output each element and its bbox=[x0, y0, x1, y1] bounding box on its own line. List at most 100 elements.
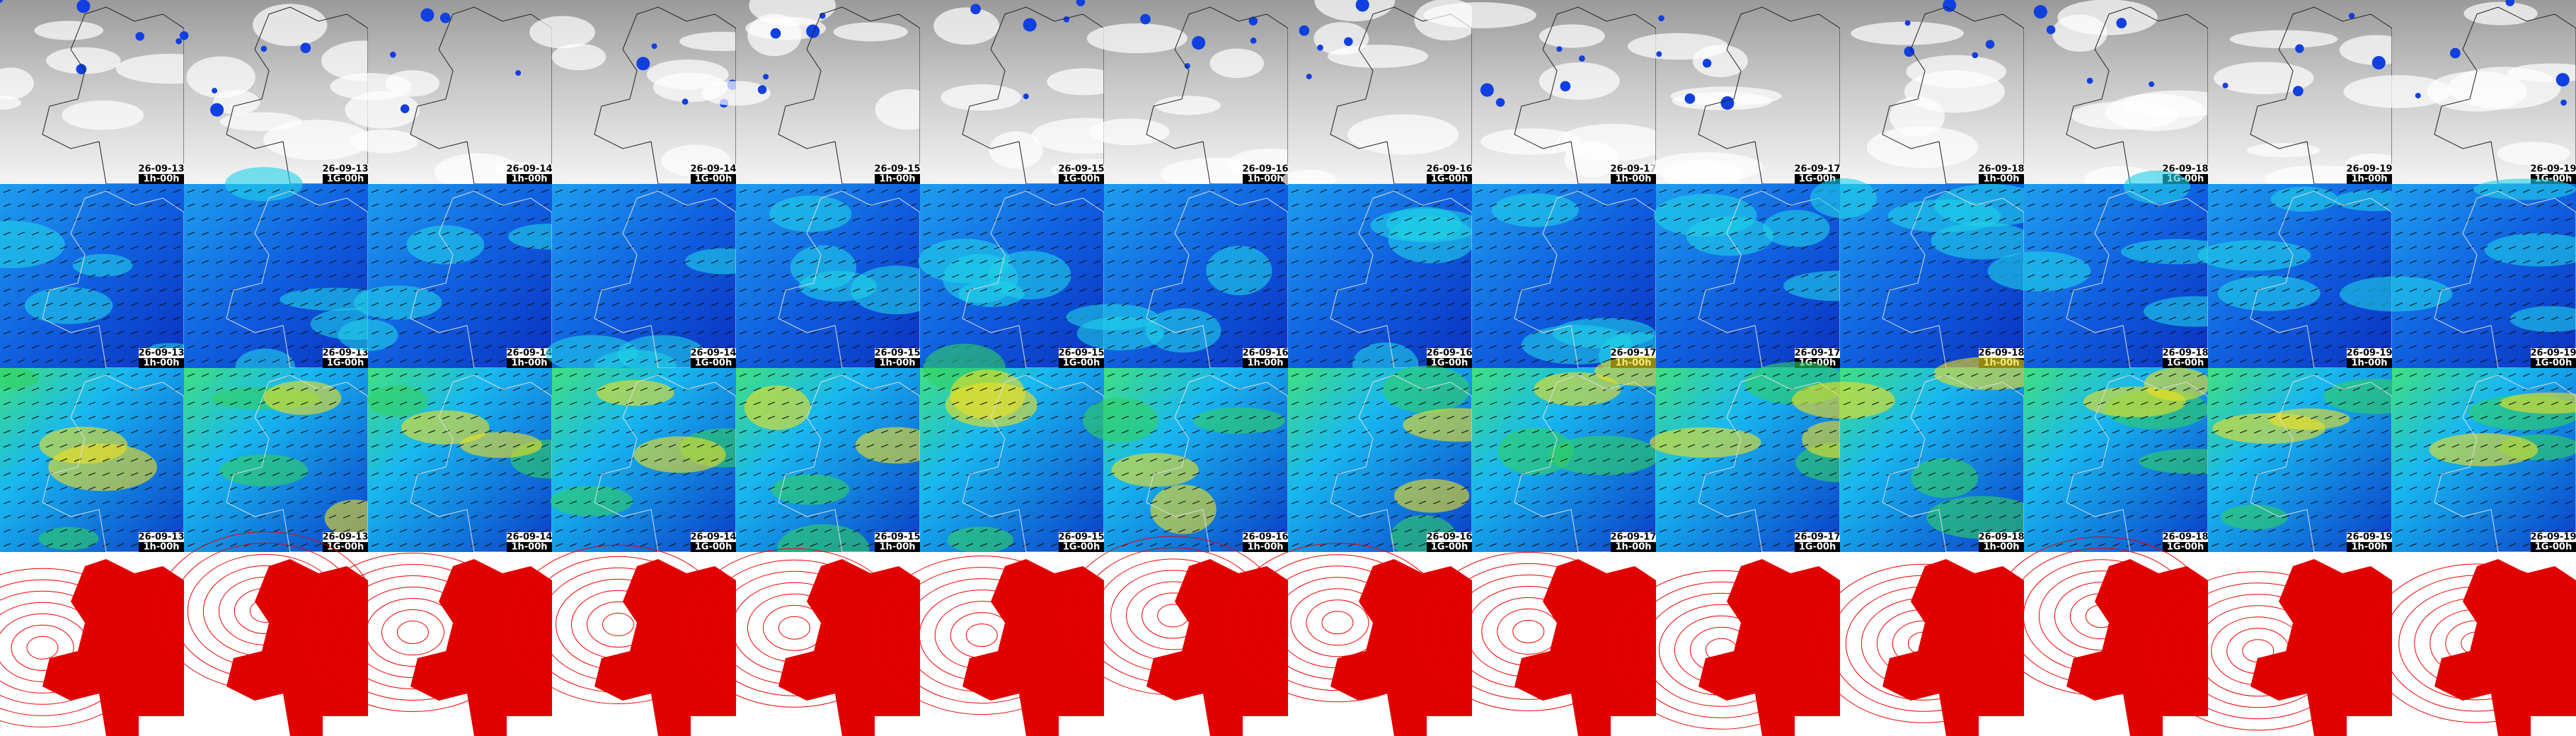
wind-arrows bbox=[2024, 368, 2208, 552]
cloud bbox=[1906, 54, 2007, 88]
rain bbox=[135, 32, 144, 41]
cloud bbox=[186, 56, 255, 98]
coastline bbox=[1698, 374, 1841, 553]
cloud bbox=[1692, 45, 1748, 78]
time-label: 1G-00h bbox=[2535, 358, 2572, 369]
rain bbox=[2086, 77, 2093, 84]
isobar bbox=[602, 612, 634, 636]
coastline bbox=[2066, 374, 2209, 553]
rain bbox=[1023, 18, 1037, 32]
time-box bbox=[1243, 358, 1288, 368]
time-label: 1G-00h bbox=[327, 174, 364, 185]
rain bbox=[1076, 0, 1086, 6]
label-box bbox=[1059, 716, 1104, 736]
cloud bbox=[2071, 101, 2180, 130]
date-label: 26-09-15 bbox=[874, 348, 920, 359]
time-label: 1G-00h bbox=[1431, 174, 1468, 185]
wind-arrows bbox=[368, 184, 552, 368]
time-box bbox=[1979, 542, 2024, 552]
date-box bbox=[1611, 532, 1656, 542]
time-label: 1h-00h bbox=[1247, 174, 1283, 185]
rain bbox=[1495, 98, 1505, 107]
coastline bbox=[778, 374, 921, 553]
time-label: 1G-00h bbox=[695, 174, 732, 185]
time-label: 1G-00h bbox=[2167, 542, 2204, 553]
time-box bbox=[1243, 542, 1288, 552]
coastline bbox=[2250, 6, 2393, 185]
cloud bbox=[701, 81, 771, 106]
date-label: 26-09-17 bbox=[1794, 532, 1840, 543]
cloud bbox=[219, 112, 302, 132]
label-box bbox=[1243, 716, 1288, 736]
wind-arrows bbox=[552, 368, 736, 552]
date-label: 26-09-14 bbox=[690, 164, 736, 175]
time-box bbox=[1795, 542, 1840, 552]
rain bbox=[0, 0, 3, 3]
date-box bbox=[1243, 164, 1288, 174]
cloud bbox=[833, 22, 908, 42]
time-box bbox=[2163, 542, 2208, 552]
date-box bbox=[139, 164, 184, 174]
cloud bbox=[1209, 48, 1264, 79]
coastline bbox=[1330, 374, 1473, 553]
date-box bbox=[2531, 532, 2576, 542]
coastline bbox=[410, 6, 553, 185]
coastline bbox=[1146, 6, 1289, 185]
isobar bbox=[1306, 599, 1369, 646]
label-box bbox=[2531, 716, 2576, 736]
wind-arrows bbox=[1288, 184, 1472, 368]
date-box bbox=[507, 532, 552, 542]
rain bbox=[806, 24, 820, 38]
date-label: 26-09-13 bbox=[322, 532, 368, 543]
date-box bbox=[875, 348, 920, 358]
time-box bbox=[2347, 174, 2392, 184]
date-label: 26-09-15 bbox=[1058, 532, 1104, 543]
time-box bbox=[691, 174, 736, 184]
map-panel bbox=[0, 552, 184, 736]
rain bbox=[770, 28, 781, 39]
label-box bbox=[875, 716, 920, 736]
time-label: 1h-00h bbox=[879, 174, 915, 185]
cloud bbox=[1539, 62, 1620, 100]
date-label: 26-09-15 bbox=[1058, 348, 1104, 359]
time-box bbox=[1611, 174, 1656, 184]
rain bbox=[1702, 59, 1712, 68]
cloud bbox=[529, 16, 595, 49]
cloud bbox=[263, 120, 372, 161]
rain bbox=[1985, 40, 1995, 49]
cloud bbox=[1423, 2, 1536, 28]
land bbox=[1146, 559, 1288, 736]
rain bbox=[1556, 46, 1563, 52]
date-label: 26-09-19 bbox=[2530, 164, 2576, 175]
date-label: 26-09-17 bbox=[1610, 348, 1656, 359]
wind-arrows bbox=[184, 368, 368, 552]
date-label: 26-09-16 bbox=[1242, 348, 1288, 359]
cloud bbox=[2463, 1, 2538, 25]
cloud bbox=[745, 16, 827, 40]
land bbox=[2434, 559, 2576, 736]
time-box bbox=[1059, 174, 1104, 184]
coastline bbox=[1882, 6, 2025, 185]
date-label: 26-09-17 bbox=[1610, 164, 1656, 175]
date-label: 26-09-14 bbox=[690, 532, 736, 543]
label-box bbox=[1795, 716, 1840, 736]
land bbox=[410, 559, 552, 736]
wind-arrows bbox=[1104, 368, 1288, 552]
time-box bbox=[1611, 542, 1656, 552]
wind-arrows bbox=[1472, 184, 1656, 368]
date-label: 26-09-18 bbox=[1978, 532, 2024, 543]
rain bbox=[2116, 18, 2127, 28]
date-box bbox=[1059, 532, 1104, 542]
wind-arrows bbox=[2208, 368, 2392, 552]
